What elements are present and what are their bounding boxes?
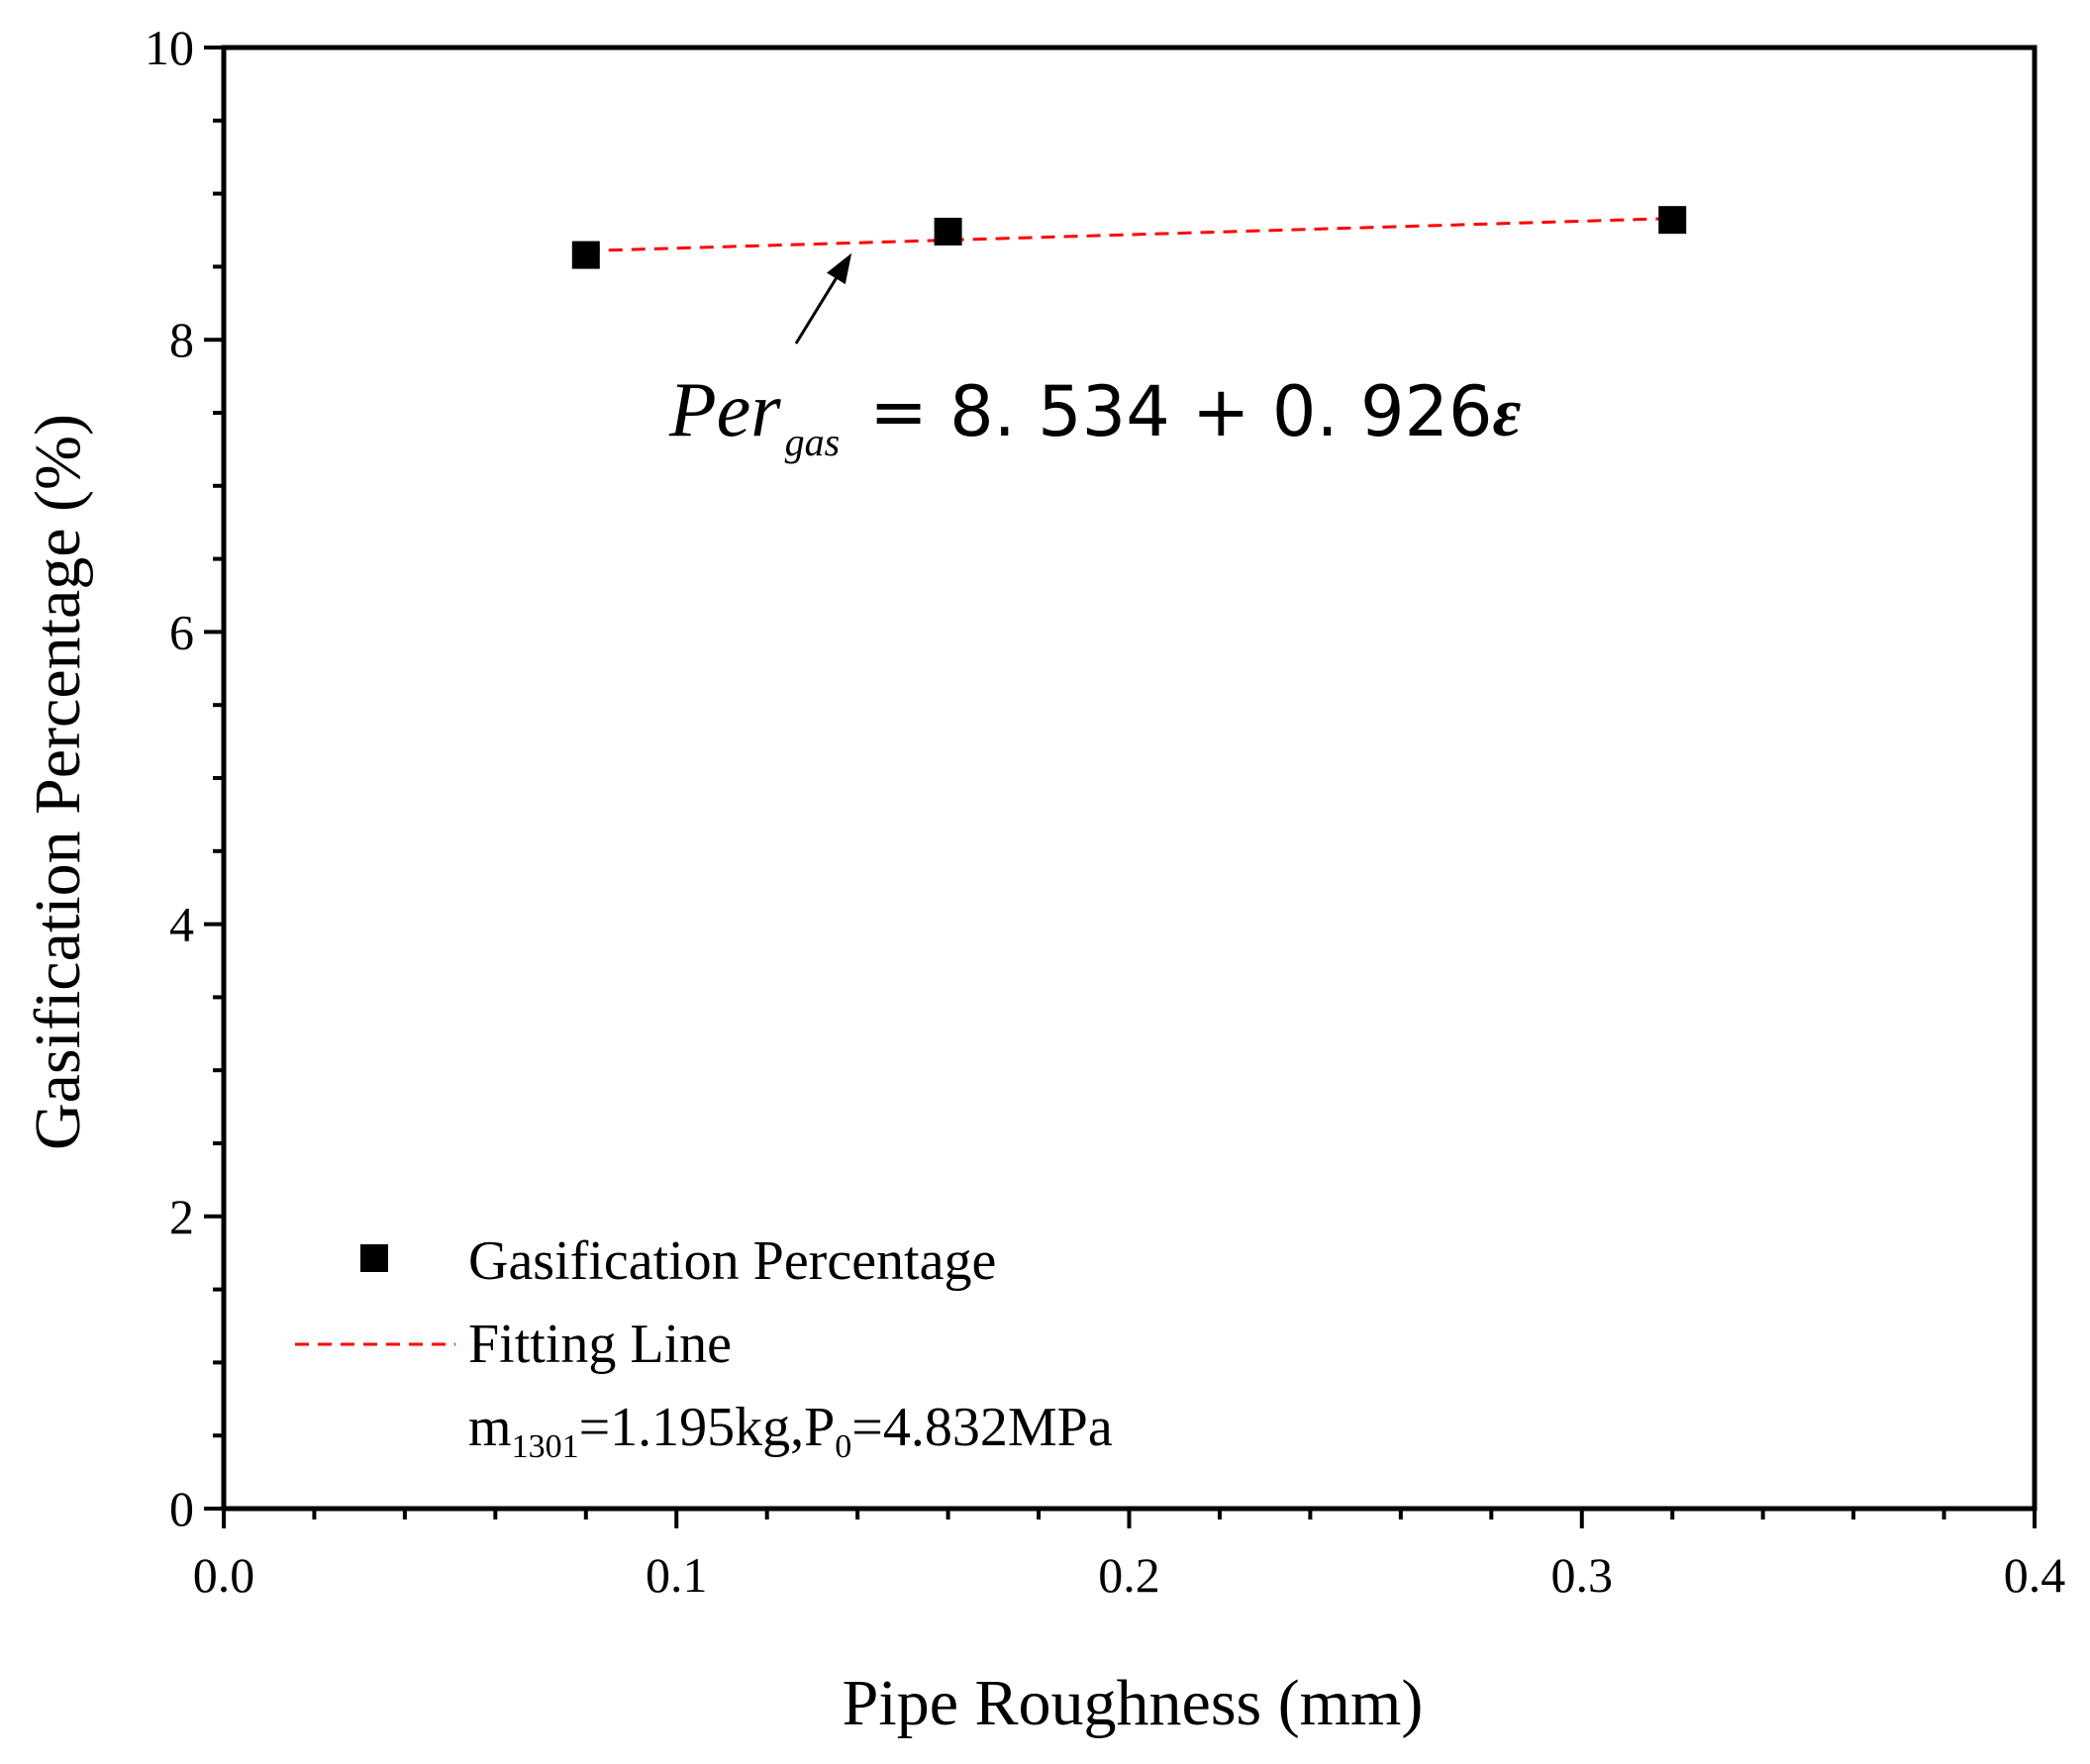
equation-annotation: Per gas = 8. 534 + 0. 926ε xyxy=(668,366,1522,464)
fit-line xyxy=(585,217,1673,252)
y-axis-label: Gasification Percentage (%) xyxy=(22,414,94,1150)
y-tick-label: 4 xyxy=(169,897,194,952)
annotation-arrow xyxy=(794,252,852,344)
legend-label-scatter: Gasification Percentage xyxy=(468,1230,996,1292)
tick-labels: 0.0 0.1 0.2 0.3 0.4 0 2 4 6 8 10 xyxy=(145,20,2065,1603)
x-tick-label: 0.4 xyxy=(2004,1547,2066,1603)
data-point xyxy=(934,217,962,245)
x-axis-label: Pipe Roughness (mm) xyxy=(843,1667,1424,1739)
y-tick-label: 6 xyxy=(169,604,194,659)
legend-marker-square xyxy=(360,1244,388,1272)
x-tick-label: 0.2 xyxy=(1098,1547,1160,1603)
x-tick-label: 0.0 xyxy=(193,1547,255,1603)
legend-condition-note: m1301=1.195kg,P0=4.832MPa xyxy=(468,1397,1113,1465)
y-tick-label: 2 xyxy=(169,1189,194,1244)
x-tick-label: 0.3 xyxy=(1551,1547,1614,1603)
x-tick-label: 0.1 xyxy=(646,1547,708,1603)
y-tick-label: 10 xyxy=(145,20,194,75)
data-point xyxy=(1658,206,1687,235)
annotation-arrow-shaft xyxy=(794,277,838,344)
legend-label-fit: Fitting Line xyxy=(468,1314,732,1375)
annotation-arrow-head xyxy=(827,252,852,285)
legend: Gasification Percentage Fitting Line m13… xyxy=(295,1230,1113,1465)
y-tick-label: 0 xyxy=(169,1481,194,1536)
ticks xyxy=(204,46,2037,1528)
data-point xyxy=(571,241,600,269)
series xyxy=(571,206,1687,269)
y-tick-label: 8 xyxy=(169,312,194,367)
